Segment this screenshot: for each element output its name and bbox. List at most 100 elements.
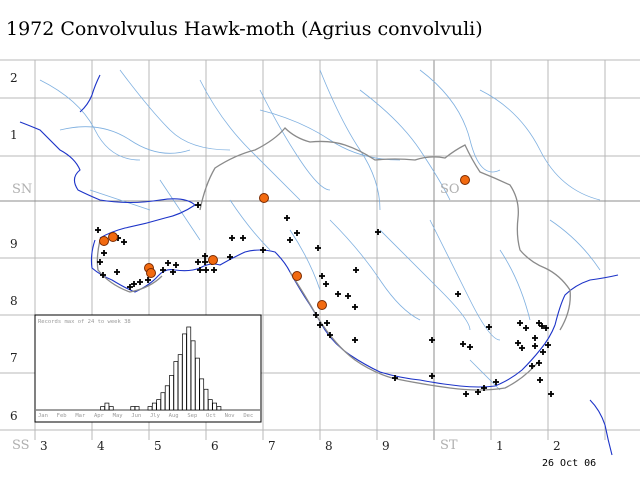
record-dot: [146, 268, 156, 278]
record-cross: [353, 267, 359, 273]
record-cross: [114, 269, 120, 275]
inset-bar: [203, 388, 209, 411]
record-cross: [95, 227, 101, 233]
inset-bar: [195, 357, 200, 411]
record-cross: [97, 259, 103, 265]
easting-label: 3: [40, 439, 48, 453]
inset-month-label: Nov: [225, 413, 236, 419]
record-cross: [548, 391, 554, 397]
record-cross: [532, 343, 538, 349]
square-label-st: ST: [440, 438, 458, 453]
northing-label: 9: [10, 237, 18, 251]
record-cross: [352, 337, 358, 343]
record-dot: [259, 193, 269, 203]
record-cross: [475, 389, 481, 395]
record-cross: [100, 272, 106, 278]
easting-label: 1: [496, 439, 504, 453]
record-cross: [481, 385, 487, 391]
record-cross: [486, 324, 492, 330]
record-cross: [195, 202, 201, 208]
record-cross: [211, 267, 217, 273]
record-cross: [429, 337, 435, 343]
record-cross: [532, 335, 538, 341]
square-label-sn: SN: [12, 182, 32, 197]
record-cross: [455, 291, 461, 297]
square-label-so: SO: [440, 182, 460, 197]
recent-records: [99, 175, 470, 310]
inset-bar: [207, 399, 213, 411]
inset-bar: [160, 392, 166, 411]
northing-label: 6: [10, 409, 18, 423]
record-cross: [429, 373, 435, 379]
inset-month-label: Mar: [75, 413, 86, 419]
old-records: [95, 202, 554, 397]
inset-caption: Records max of 24 to week 38: [38, 319, 131, 325]
inset-bar: [100, 406, 105, 411]
inset-bar: [134, 406, 140, 411]
record-dot: [108, 232, 118, 242]
record-cross: [313, 312, 319, 318]
record-cross: [170, 269, 176, 275]
record-dot: [460, 175, 470, 185]
rivers: [39, 69, 601, 391]
northing-label: 7: [10, 351, 18, 365]
inset-month-label: Oct: [206, 413, 216, 419]
record-cross: [319, 273, 325, 279]
record-cross: [345, 293, 351, 299]
inset-bar: [182, 333, 187, 411]
map-title: 1972 Convolvulus Hawk-moth (Agrius convo…: [6, 18, 483, 40]
record-cross: [202, 253, 208, 259]
inset-bar: [108, 406, 114, 411]
record-cross: [375, 229, 381, 235]
record-cross: [315, 245, 321, 251]
record-cross: [545, 342, 551, 348]
phenology-inset: Records max of 24 to week 38 Jan Feb Mar Ap…: [34, 314, 262, 423]
record-cross: [137, 279, 143, 285]
inset-month-label: Jly: [150, 413, 161, 419]
record-cross: [539, 323, 545, 329]
easting-label: 6: [211, 439, 219, 453]
square-label-ss: SS: [12, 438, 30, 453]
inset-month-label: Aug: [169, 413, 179, 419]
record-dot: [208, 255, 218, 265]
record-cross: [324, 320, 330, 326]
record-cross: [284, 215, 290, 221]
record-cross: [327, 332, 333, 338]
inset-bar: [169, 375, 174, 411]
record-cross: [352, 304, 358, 310]
record-cross: [460, 341, 466, 347]
easting-labels: 3 4 5 6 7 8 9 1 2: [40, 439, 561, 453]
record-cross: [493, 379, 499, 385]
easting-label: 4: [97, 439, 105, 453]
record-cross: [202, 259, 208, 265]
record-cross: [540, 349, 546, 355]
easting-label: 7: [268, 439, 276, 453]
inset-bars: [100, 326, 222, 411]
record-cross: [145, 277, 151, 283]
record-cross: [287, 237, 293, 243]
inset-bar: [130, 406, 136, 411]
inset-bar: [177, 354, 183, 411]
inset-month-label: Jan: [38, 413, 48, 419]
record-cross: [229, 235, 235, 241]
inset-month-label: Jun: [131, 413, 141, 419]
inset-bar: [190, 340, 196, 411]
easting-label: 9: [382, 439, 390, 453]
record-cross: [529, 363, 535, 369]
record-cross: [127, 284, 133, 290]
inset-bar: [104, 402, 110, 411]
northing-label: 2: [10, 71, 18, 85]
northing-labels: 2 1 9 8 7 6: [10, 71, 18, 423]
inset-bar: [212, 402, 217, 411]
inset-bar: [147, 406, 153, 411]
record-cross: [519, 345, 525, 351]
record-cross: [131, 281, 137, 287]
record-cross: [173, 262, 179, 268]
inset-bar: [216, 406, 222, 411]
inset-bar: [164, 385, 170, 411]
record-cross: [335, 291, 341, 297]
inset-month-labels: Jan Feb Mar Apr May Jun Jly Aug Sep Oct Nov Dec: [38, 413, 253, 419]
record-cross: [227, 254, 233, 260]
record-cross: [294, 230, 300, 236]
